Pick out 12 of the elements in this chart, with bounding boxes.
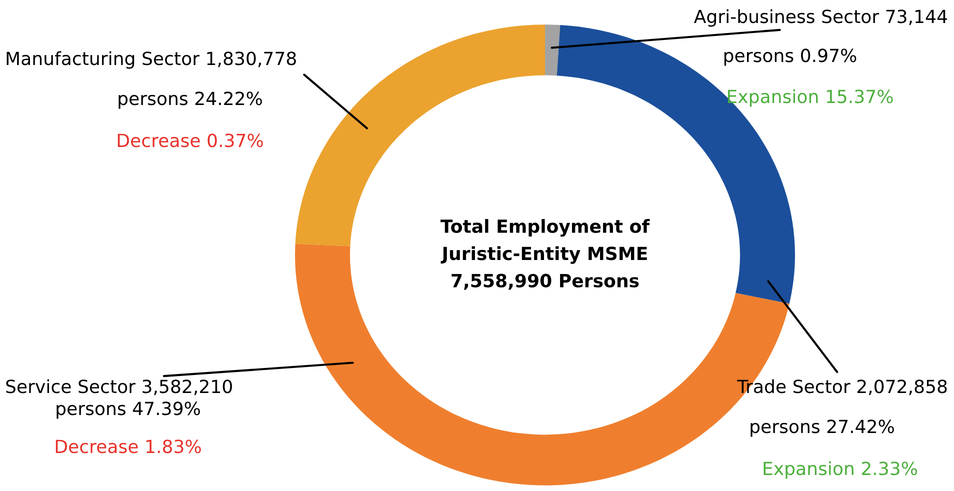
text: Decrease 1.83% (56, 440, 201, 454)
text: Total Employment of Juristic-Entity MSME 7,558,990 Persons (440, 219, 650, 290)
text: persons 0.97% (724, 48, 856, 66)
slice-label: Manufacturing Sector 1,830,778 (6, 51, 296, 69)
slice-label: Service Sector 3,582,210 (6, 379, 232, 396)
slice-label: Agri-business Sector 73,144 (694, 9, 947, 27)
text: Expansion 2.33% (764, 461, 918, 479)
text: Decrease 0.37% (118, 134, 263, 148)
text: persons 47.39% (56, 402, 200, 419)
text: persons 24.22% (118, 92, 262, 109)
text: persons 27.42% (750, 420, 894, 437)
text: Expansion 15.37% (728, 89, 893, 107)
